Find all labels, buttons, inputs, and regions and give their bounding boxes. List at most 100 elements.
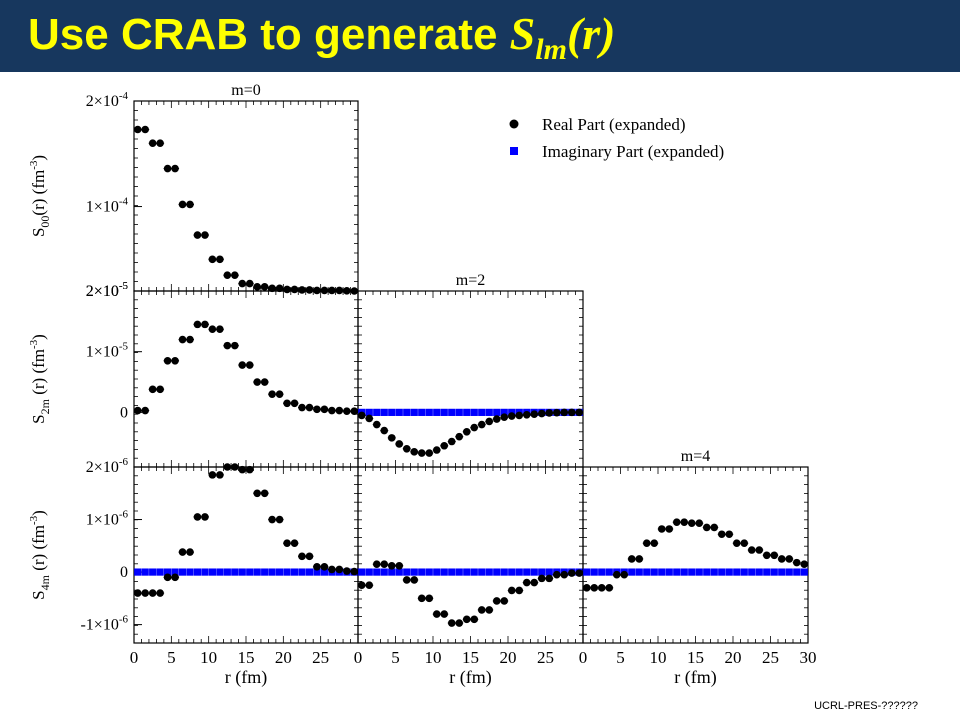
x-axis-label: r (fm): [225, 667, 267, 688]
panel-title: m=0: [231, 82, 260, 99]
y-label-subscript: 00: [38, 216, 52, 228]
imaginary-point: [433, 408, 441, 416]
real-point: [380, 560, 389, 568]
y-label-exponent: -3: [28, 339, 40, 349]
imaginary-point: [448, 568, 456, 576]
y-tick-exponent: -6: [119, 456, 129, 468]
imaginary-point: [373, 408, 381, 416]
imaginary-point: [673, 568, 681, 576]
real-point: [245, 279, 254, 288]
plot-frame: [133, 466, 359, 644]
imaginary-point: [455, 408, 463, 416]
y-label-exponent: -3: [28, 160, 40, 170]
real-point: [567, 569, 576, 577]
real-point: [156, 385, 164, 394]
real-point: [792, 558, 801, 567]
real-point: [171, 164, 179, 173]
real-point: [477, 420, 486, 429]
x-tick-label: 15: [687, 648, 704, 667]
real-point: [335, 565, 344, 574]
real-point: [432, 446, 441, 454]
real-point: [148, 589, 157, 597]
y-tick-label: 2×10-5: [86, 280, 129, 300]
imaginary-point: [433, 568, 441, 576]
real-point: [410, 448, 419, 456]
imaginary-point: [478, 568, 486, 576]
imaginary-point: [201, 568, 209, 576]
real-point: [148, 385, 157, 394]
real-point: [710, 523, 719, 532]
real-point: [305, 286, 314, 294]
y-label-rest: (r) (fm: [29, 525, 48, 575]
real-point: [178, 200, 187, 209]
imaginary-point: [283, 568, 291, 576]
imaginary-point: [605, 568, 613, 576]
real-point: [320, 563, 329, 571]
real-point: [223, 463, 232, 471]
real-point: [238, 279, 247, 288]
y-label-exponent: -3: [28, 515, 40, 525]
real-point: [343, 407, 351, 415]
real-point: [216, 255, 224, 264]
imaginary-point: [365, 568, 373, 576]
real-point: [343, 567, 351, 575]
real-series: [133, 125, 359, 295]
real-point: [530, 410, 539, 419]
real-point: [522, 411, 531, 419]
y-label-rest: (r) (fm: [29, 349, 48, 399]
real-point: [777, 555, 786, 563]
real-point: [695, 519, 704, 528]
x-axis-label: r (fm): [674, 667, 716, 688]
real-point: [365, 581, 374, 590]
real-point: [410, 576, 419, 584]
imaginary-point: [590, 568, 598, 576]
imaginary-point: [178, 568, 187, 576]
real-point: [395, 561, 404, 570]
imaginary-point: [515, 568, 523, 576]
x-tick-label: 10: [650, 648, 667, 667]
y-tick-label: 2×10-6: [86, 456, 129, 476]
real-point: [350, 567, 359, 576]
real-point: [545, 409, 554, 417]
imaginary-point: [635, 568, 643, 576]
imaginary-point: [493, 568, 501, 576]
footer-text: UCRL-PRES-??????: [814, 700, 918, 712]
imaginary-point: [770, 568, 778, 576]
real-point: [560, 408, 569, 417]
real-point: [552, 408, 561, 417]
imaginary-point: [740, 568, 748, 576]
imaginary-point: [164, 568, 172, 576]
y-tick-label: -1×10-6: [80, 614, 128, 634]
x-tick-label: 0: [130, 648, 139, 667]
real-point: [575, 569, 584, 577]
real-point: [635, 555, 644, 563]
real-point: [305, 552, 314, 561]
x-tick-label: 25: [537, 648, 554, 667]
imaginary-series: [583, 568, 808, 576]
real-point: [313, 405, 321, 414]
real-point: [725, 530, 734, 539]
real-point: [605, 584, 614, 592]
real-point: [477, 606, 486, 614]
real-point: [275, 390, 284, 398]
y-label-close: ): [29, 510, 48, 516]
real-point: [245, 465, 254, 474]
real-point: [186, 200, 194, 209]
real-point: [186, 548, 194, 556]
imaginary-point: [313, 568, 321, 576]
real-point: [313, 563, 321, 571]
real-point: [485, 606, 494, 614]
real-point: [417, 449, 426, 457]
real-point: [485, 417, 494, 426]
real-point: [275, 284, 284, 293]
y-label-rest: (r) (fm: [29, 170, 48, 216]
y-label-close: ): [29, 334, 48, 340]
y-label-subscript: 2m: [38, 398, 52, 414]
real-point: [298, 286, 306, 294]
real-point: [462, 615, 471, 624]
real-point: [290, 399, 299, 408]
imaginary-point: [373, 568, 381, 576]
real-point: [687, 519, 696, 528]
x-tick-label: 15: [238, 648, 255, 667]
